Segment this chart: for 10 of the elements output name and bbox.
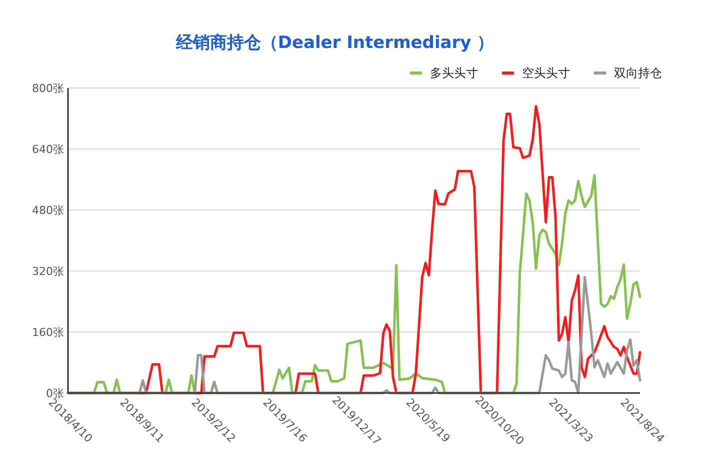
- y-tick-label: 0张: [46, 387, 64, 400]
- y-tick-label: 800张: [32, 82, 64, 95]
- legend-label: 双向持仓: [614, 66, 662, 80]
- legend-label: 多头头寸: [430, 66, 478, 80]
- legend-label: 空头头寸: [522, 66, 570, 80]
- y-tick-label: 160张: [32, 326, 64, 339]
- chart-title: 经销商持仓（Dealer Intermediary ）: [174, 33, 494, 53]
- y-tick-label: 320张: [32, 265, 64, 278]
- y-tick-label: 640张: [32, 143, 64, 156]
- y-tick-label: 480张: [32, 204, 64, 217]
